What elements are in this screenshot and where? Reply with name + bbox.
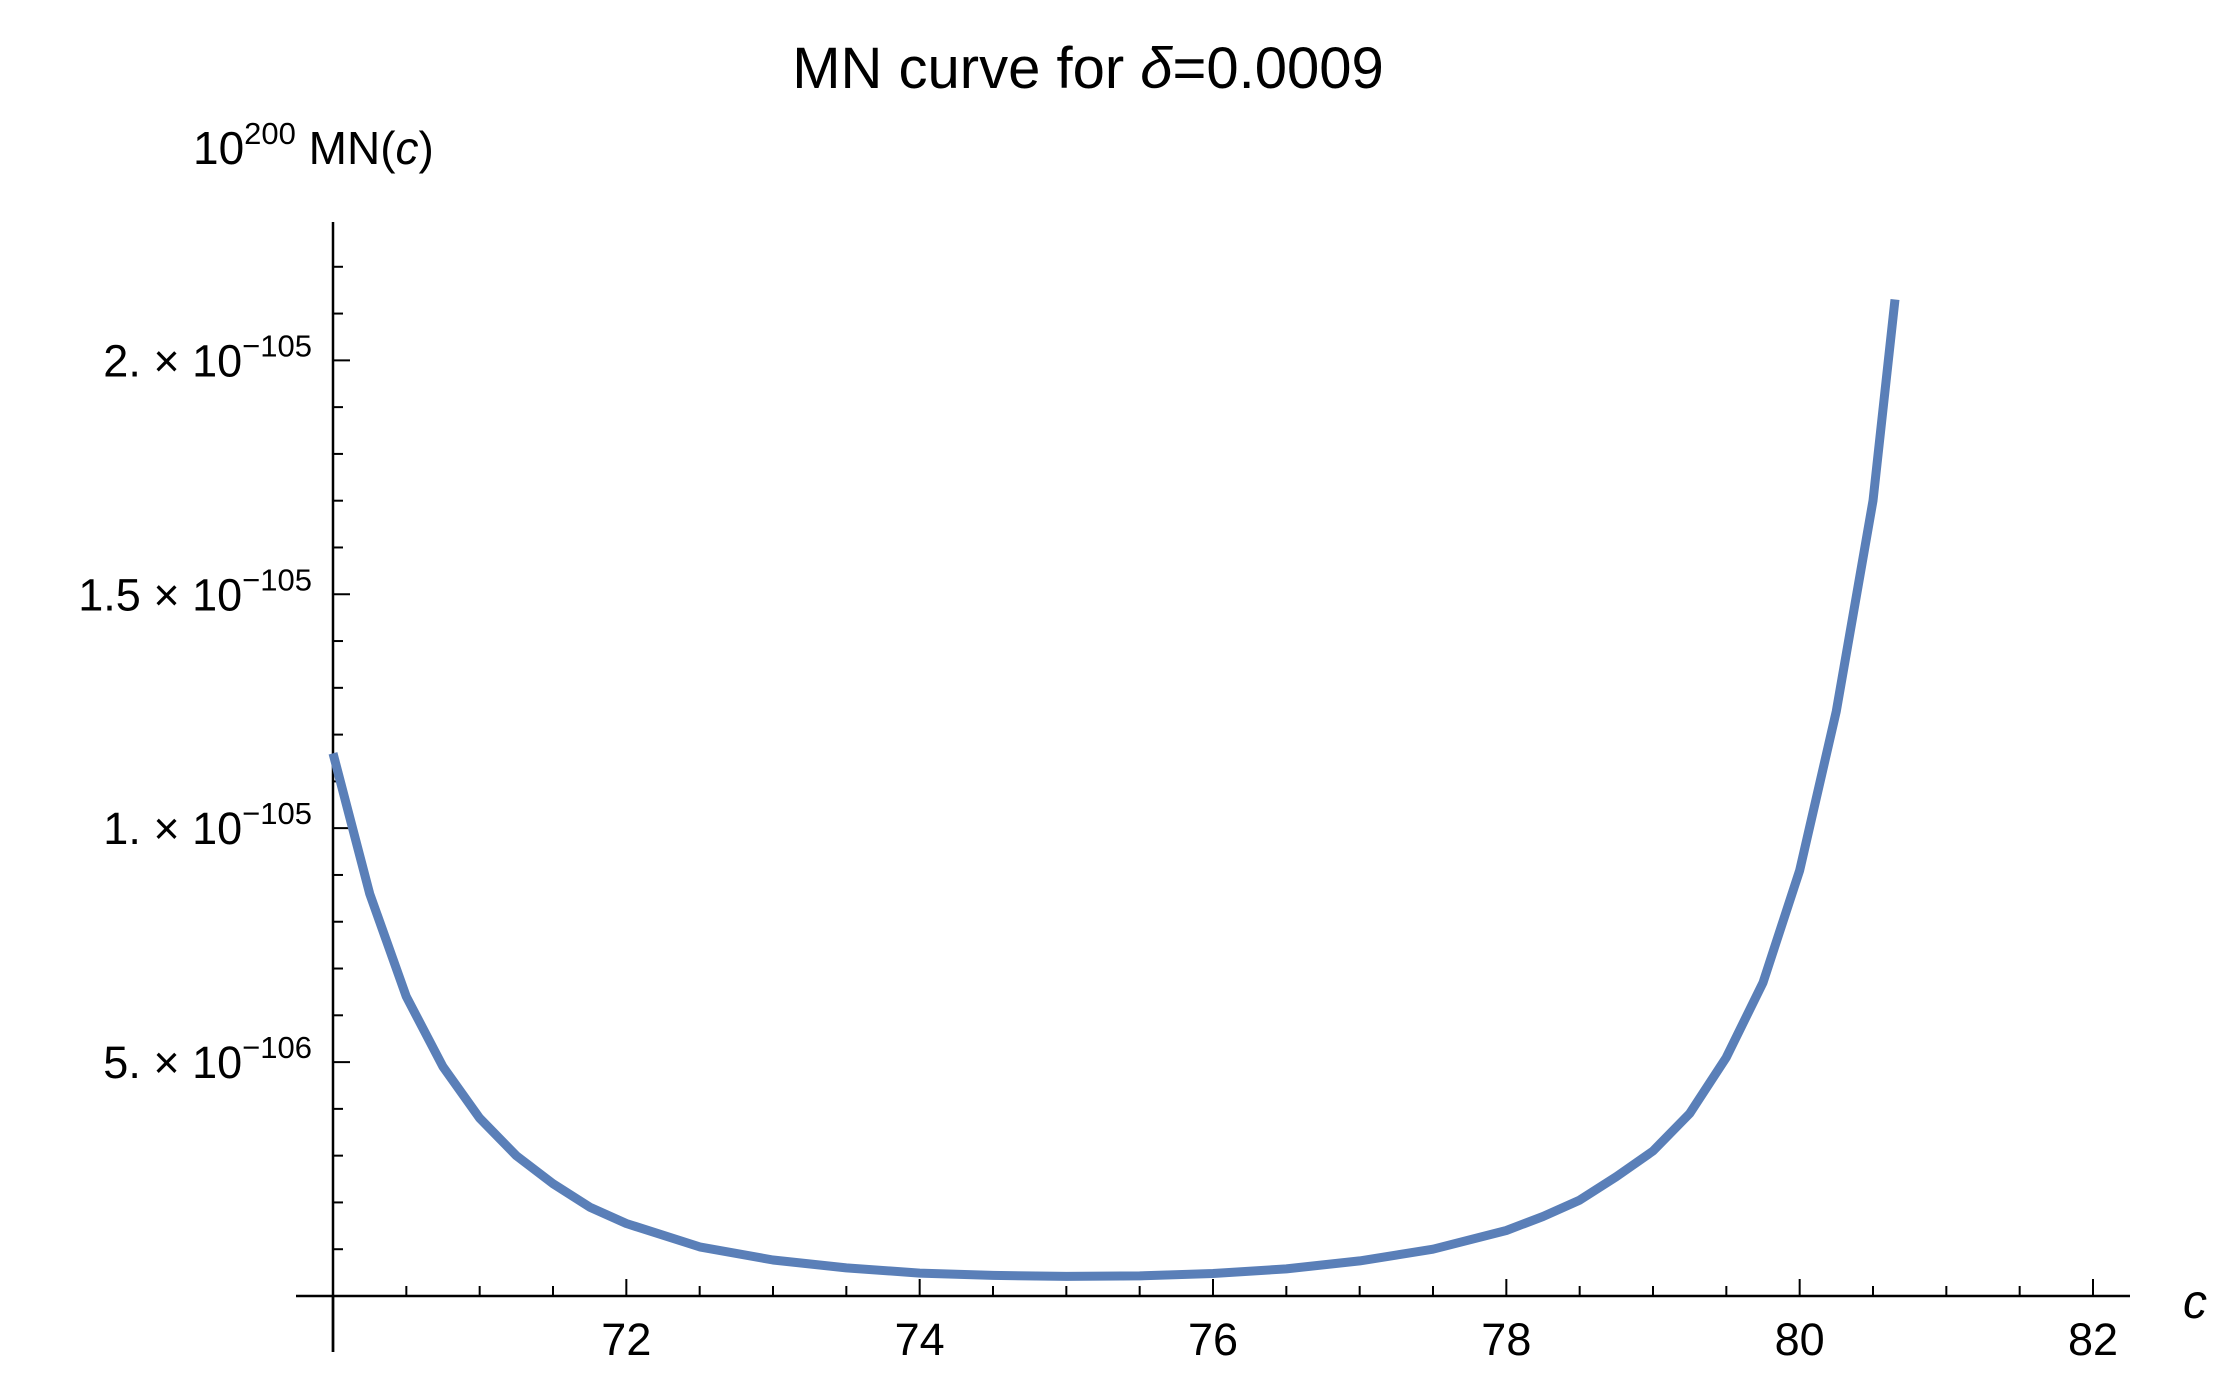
- x-tick-label: 80: [1775, 1314, 1825, 1365]
- y-tick-label: 2. × 10−105: [103, 328, 312, 386]
- x-tick-label: 72: [601, 1314, 651, 1365]
- chart-title: MN curve for δ=0.0009: [792, 36, 1384, 101]
- x-tick-label: 82: [2068, 1314, 2118, 1365]
- series-line: [328, 299, 1900, 1281]
- x-tick-label: 78: [1481, 1314, 1531, 1365]
- x-tick-label: 76: [1188, 1314, 1238, 1365]
- y-tick-label: 1.5 × 10−105: [78, 562, 312, 620]
- x-ticks: 72 74 76 78 80 82: [331, 1279, 2118, 1365]
- x-axis-label: c: [2183, 1276, 2207, 1329]
- x-tick-label: 74: [895, 1314, 945, 1365]
- y-axis-label: 10200 MN(c): [193, 116, 434, 174]
- y-tick-label: 5. × 10−106: [103, 1030, 312, 1088]
- y-tick-label: 1. × 10−105: [103, 796, 312, 854]
- y-ticks: 5. × 10−106 1. × 10−105 1.5 × 10−105 2. × 1…: [78, 265, 350, 1251]
- series-group: [328, 299, 1900, 1281]
- axes: [296, 222, 2130, 1352]
